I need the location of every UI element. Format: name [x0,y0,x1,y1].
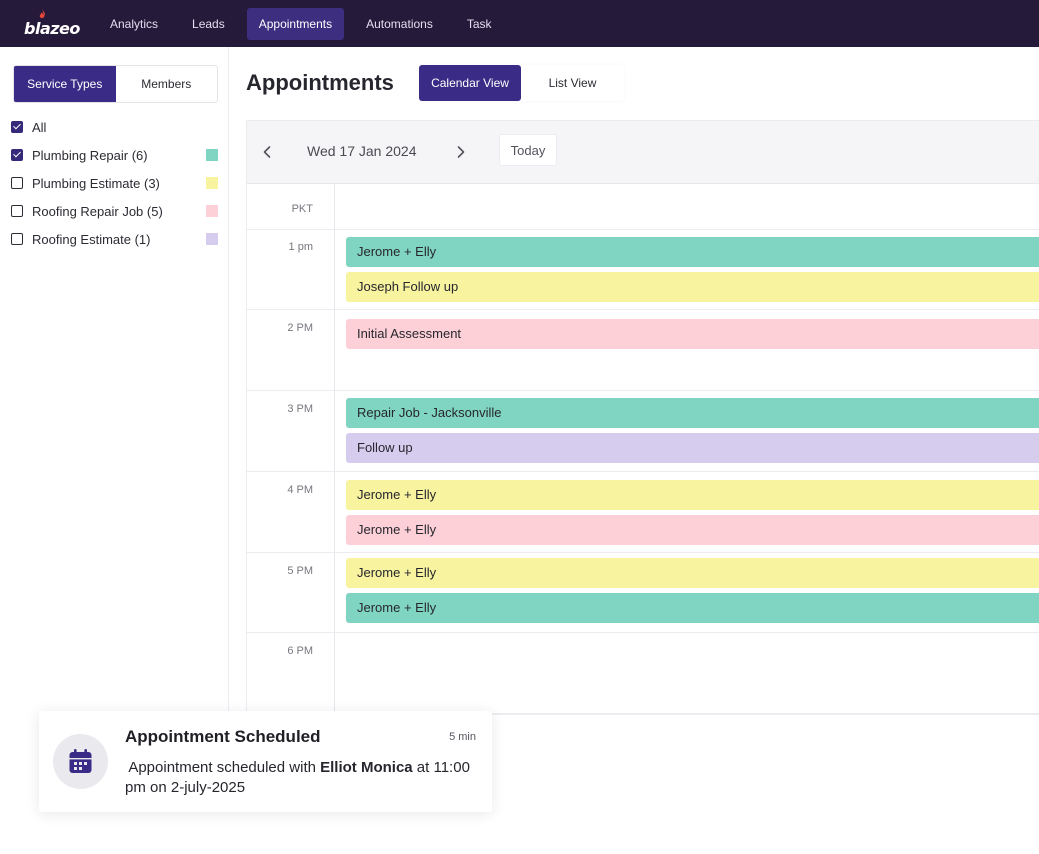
view-toggle: Calendar View List View [419,65,624,101]
toast-timestamp: 5 min [449,731,476,743]
calendar-icon [69,749,92,773]
hour-label: 2 PM [287,322,313,334]
next-day-button[interactable] [450,141,472,163]
appointment-event[interactable]: Jerome + Elly [346,593,1039,623]
list-view-button[interactable]: List View [548,76,597,90]
main-nav: Analytics Leads Appointments Automations… [98,8,514,40]
segment-service-types[interactable]: Service Types [14,66,116,102]
timezone-label: PKT [291,203,313,215]
color-swatch [206,149,218,161]
color-swatch [206,233,218,245]
toast-message-suffix: at 11:00 pm on 2-july-2025 [125,759,470,796]
filter-label: Plumbing Estimate (3) [32,175,160,191]
appointment-event[interactable]: Repair Job - Jacksonville [346,398,1039,428]
filter-plumbing-repair[interactable]: Plumbing Repair (6) [11,141,218,169]
toast-contact-name: Elliot Monica [320,759,413,776]
current-date: Wed 17 Jan 2024 [307,143,417,159]
nav-item-leads[interactable]: Leads [192,17,225,31]
nav-item-analytics[interactable]: Analytics [110,17,159,31]
hour-divider [247,229,1039,230]
toast-icon-badge [53,734,108,789]
prev-day-button[interactable] [256,141,278,163]
top-nav-bar: blazeo Analytics Leads Appointments Auto… [0,0,1039,47]
calendar-view-button[interactable]: Calendar View [419,65,521,101]
toast-title: Appointment Scheduled [125,727,321,746]
appointment-toast[interactable]: Appointment Scheduled 5 min Appointment … [39,711,492,812]
chevron-left-icon [263,146,271,158]
filter-label: Roofing Estimate (1) [32,231,151,247]
today-button[interactable]: Today [499,134,557,166]
service-type-filters: All Plumbing Repair (6) Plumbing Estimat… [11,113,218,253]
hour-divider [247,471,1039,472]
hour-divider [247,632,1039,633]
brand-logo[interactable]: blazeo [24,9,80,38]
time-column: PKT 1 pm 2 PM 3 PM 4 PM 5 PM 6 PM [247,184,335,714]
hour-label: 6 PM [287,645,313,657]
hour-divider [247,552,1039,553]
color-swatch [206,205,218,217]
filter-roofing-estimate[interactable]: Roofing Estimate (1) [11,225,218,253]
toast-message-prefix: Appointment scheduled with [125,759,321,776]
hour-label: 4 PM [287,484,313,496]
checkbox[interactable] [11,205,23,217]
hour-label: 3 PM [287,403,313,415]
nav-item-task[interactable]: Task [466,17,492,31]
filter-all[interactable]: All [11,113,218,141]
appointment-event[interactable]: Jerome + Elly [346,515,1039,545]
brand-name: blazeo [24,19,80,38]
checkbox[interactable] [11,149,23,161]
hour-divider [247,390,1039,391]
filter-plumbing-estimate[interactable]: Plumbing Estimate (3) [11,169,218,197]
filter-roofing-repair-job[interactable]: Roofing Repair Job (5) [11,197,218,225]
filter-label: All [32,119,47,135]
appointment-event[interactable]: Initial Assessment [346,319,1039,349]
calendar-toolbar: Wed 17 Jan 2024 Today [247,121,1039,184]
appointment-event[interactable]: Follow up [346,433,1039,463]
checkbox[interactable] [11,233,23,245]
filter-label: Roofing Repair Job (5) [32,203,163,219]
flame-icon [39,9,45,19]
hour-divider [247,309,1039,310]
calendar-panel: Wed 17 Jan 2024 Today PKT 1 pm 2 PM 3 PM… [246,120,1039,715]
filter-sidebar: Service Types Members All Plumbing Repai… [0,47,229,777]
appointment-event[interactable]: Jerome + Elly [346,237,1039,267]
hour-divider [247,713,1039,714]
checkbox[interactable] [11,177,23,189]
segment-members[interactable]: Members [115,66,217,102]
toast-message: Appointment scheduled with Elliot Monica… [125,758,475,798]
filter-label: Plumbing Repair (6) [32,147,148,163]
appointment-event[interactable]: Joseph Follow up [346,272,1039,302]
appointment-event[interactable]: Jerome + Elly [346,558,1039,588]
chevron-right-icon [457,146,465,158]
hour-label: 1 pm [288,241,313,253]
page-title: Appointments [246,70,394,95]
appointment-event[interactable]: Jerome + Elly [346,480,1039,510]
hour-label: 5 PM [287,565,313,577]
filter-segment-control: Service Types Members [13,65,218,103]
checkbox[interactable] [11,121,23,133]
nav-item-automations[interactable]: Automations [366,17,433,31]
color-swatch [206,177,218,189]
nav-item-appointments[interactable]: Appointments [246,8,345,40]
